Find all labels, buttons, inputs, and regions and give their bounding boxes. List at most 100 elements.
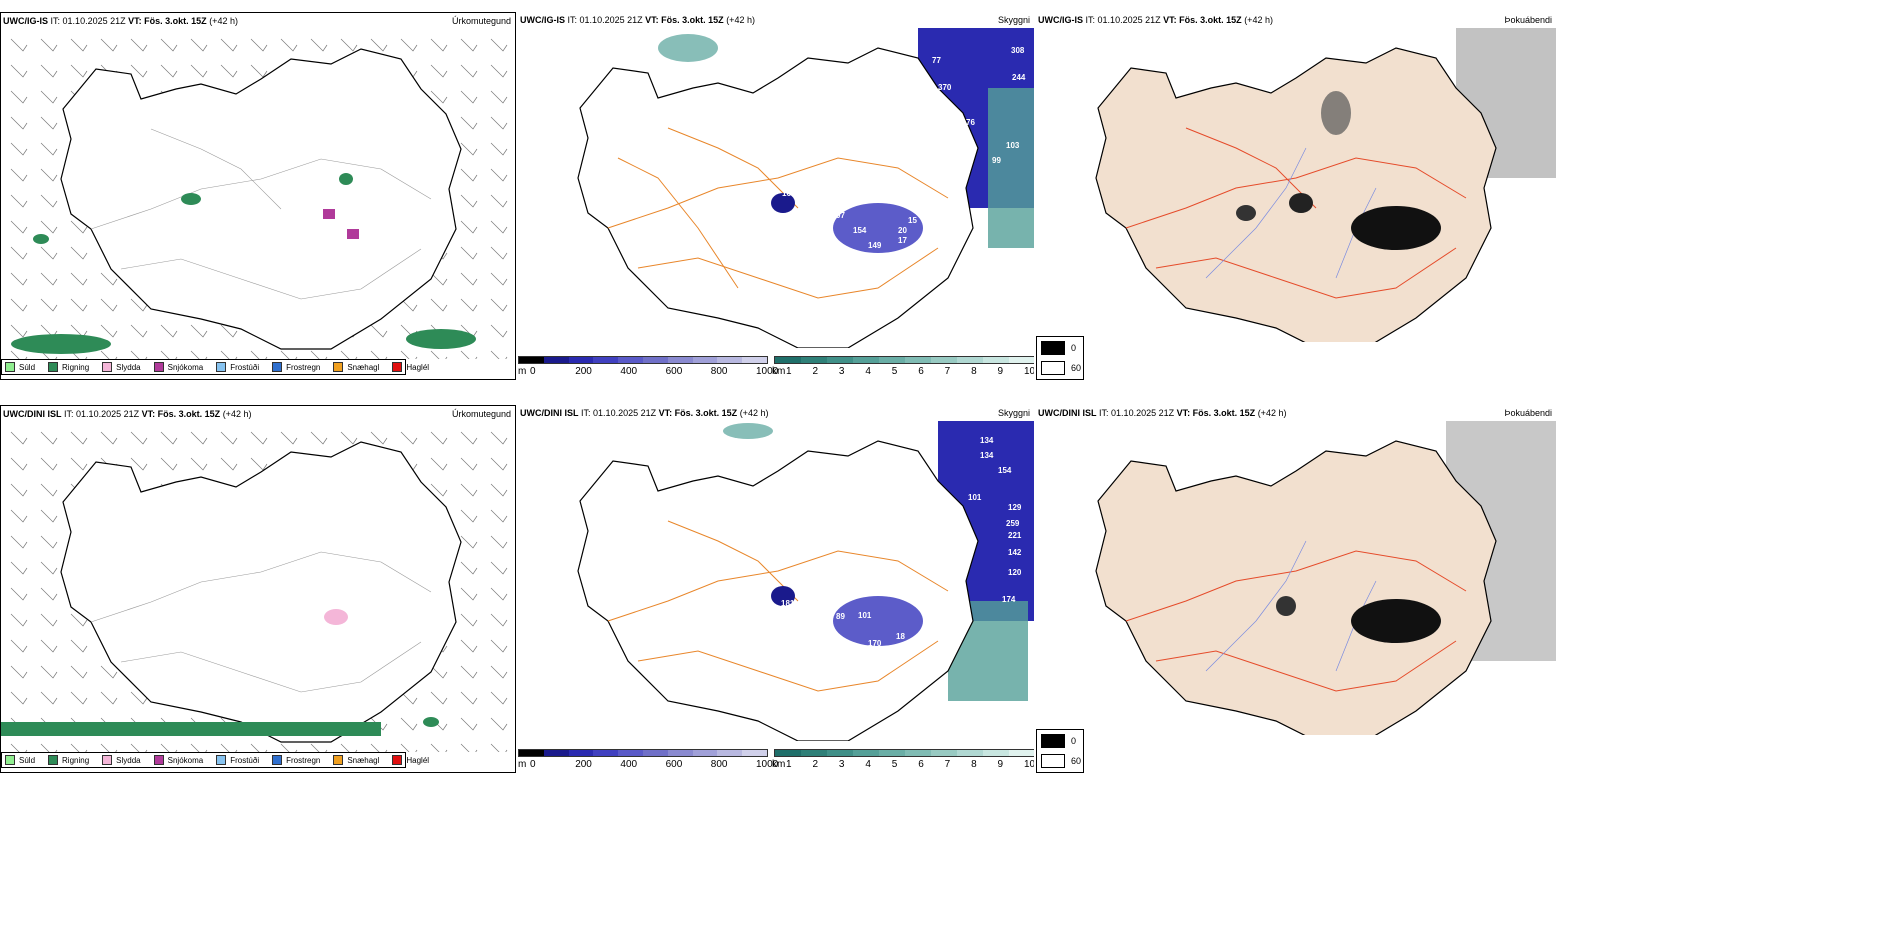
cloud-base-value: 134 — [980, 436, 994, 445]
iceland-coastline — [60, 441, 462, 743]
wind-barb — [460, 509, 478, 523]
wind-barb — [460, 431, 478, 445]
ceiling-scale-segment — [642, 750, 668, 756]
wind-barb — [40, 509, 58, 523]
precip-legend-item: Súld — [5, 755, 35, 765]
ceiling-scale-segment — [667, 357, 693, 363]
visibility-scale-segment — [983, 357, 1009, 363]
cloud-base-value: 169 — [782, 189, 796, 198]
cloud-base-value: 181 — [781, 599, 795, 608]
fog-index-panel-row2: UWC/DINI ISL IT: 01.10.2025 21Z VT: Fös.… — [1036, 405, 1556, 735]
cloud-base-value: 244 — [1012, 73, 1026, 82]
wind-barb — [400, 691, 418, 705]
rain-patch — [181, 193, 201, 205]
wind-barb — [400, 298, 418, 312]
cloud-base-value: 101 — [968, 493, 982, 502]
ceiling-scale-segment — [692, 357, 718, 363]
wind-barb — [40, 535, 58, 549]
scales: m 0 200 400 600 800 1000 km 1 2 3 4 5 6 7 8 9 10 — [518, 356, 1034, 378]
wind-barb — [460, 220, 478, 234]
wind-barb — [280, 431, 298, 445]
iceland-wind-map — [1, 431, 508, 752]
wind-barb — [10, 483, 28, 497]
wind-barb — [430, 272, 448, 286]
ceiling-scale-tick: 800 — [710, 759, 728, 770]
wind-barb — [220, 431, 238, 445]
wind-barb — [160, 64, 178, 78]
panel-header: UWC/IG-IS IT: 01.10.2025 21Z VT: Fös. 3.… — [1, 13, 515, 29]
visibility-scale-tick: 7 — [944, 366, 951, 377]
wind-barb — [370, 38, 388, 52]
vt-label: VT: — [1176, 408, 1191, 418]
fog-area — [1351, 206, 1441, 250]
wind-barb — [460, 298, 478, 312]
visibility-scale-segment — [775, 750, 801, 756]
lead-time: (+42 h) — [1244, 15, 1273, 25]
it-label: IT: — [1085, 15, 1096, 25]
wind-barb — [490, 665, 508, 679]
precip-legend-label: Súld — [19, 362, 36, 372]
roads — [1125, 550, 1467, 692]
wind-barb — [490, 483, 508, 497]
wind-barb — [10, 431, 28, 445]
wind-barb — [40, 587, 58, 601]
wind-barb — [460, 613, 478, 627]
wind-barb — [460, 116, 478, 130]
wind-barb — [250, 457, 268, 471]
wind-barb — [100, 665, 118, 679]
iceland-coastline — [1095, 440, 1497, 735]
ceiling-scale — [518, 749, 768, 757]
cloud-base-value: 170 — [868, 639, 882, 648]
wind-barb — [10, 613, 28, 627]
sleet-patch — [324, 609, 348, 625]
precip-legend-swatch — [272, 362, 283, 372]
wind-barb — [40, 90, 58, 104]
panel-title: Skyggni — [997, 15, 1030, 25]
panel-title: Úrkomutegund — [451, 16, 511, 26]
wind-barb — [370, 324, 388, 338]
wind-barb — [430, 743, 448, 752]
precip-legend-label: Rigning — [62, 362, 90, 372]
precip-legend-label: Rigning — [62, 755, 90, 765]
iceland-coastline — [60, 48, 462, 350]
wind-barb — [160, 457, 178, 471]
precip-legend-item: Rigning — [48, 362, 89, 372]
wind-barb — [10, 535, 28, 549]
precip-legend-item: Snæhagl — [333, 362, 379, 372]
visibility-scale-segment — [827, 750, 853, 756]
visibility-scale-tick: 8 — [971, 366, 977, 377]
cloud-base-value: 77 — [932, 56, 941, 65]
it-label: IT: — [567, 15, 578, 25]
wind-barb — [10, 665, 28, 679]
precip-legend-label: Snæhagl — [347, 755, 380, 765]
precip-legend-item: Frostúði — [216, 362, 259, 372]
cloud-base-value: 15 — [908, 216, 917, 225]
wind-barb — [70, 220, 88, 234]
lead-time: (+42 h) — [209, 16, 238, 26]
wind-barb — [490, 639, 508, 653]
wind-barb — [460, 142, 478, 156]
visibility-scale-segment — [905, 357, 931, 363]
wind-barb — [40, 431, 58, 445]
ceiling-scale-segment — [742, 750, 767, 756]
wind-barb — [70, 431, 88, 445]
visibility-scale-tick: 7 — [944, 759, 951, 770]
wind-barb — [400, 717, 418, 731]
wind-barb — [130, 64, 148, 78]
wind-barb — [70, 350, 88, 359]
fog-legend: 0 60 — [1036, 729, 1084, 773]
wind-barb — [460, 665, 478, 679]
wind-barb — [460, 483, 478, 497]
visibility-scale-tick: 2 — [812, 759, 818, 770]
wind-barb — [490, 457, 508, 471]
cloud-base-value: 221 — [1008, 531, 1022, 540]
wind-barb — [190, 38, 208, 52]
fog-index-panel-row1: UWC/IG-IS IT: 01.10.2025 21Z VT: Fös. 3.… — [1036, 12, 1556, 342]
panel-header: UWC/DINI ISL IT: 01.10.2025 21Z VT: Fös.… — [1, 406, 515, 422]
precip-legend-label: Snjókoma — [167, 362, 204, 372]
wind-barb — [40, 142, 58, 156]
ceiling-scale-tick: 400 — [620, 759, 638, 770]
ceiling-scale-segment — [642, 357, 668, 363]
wind-barb — [130, 324, 148, 338]
